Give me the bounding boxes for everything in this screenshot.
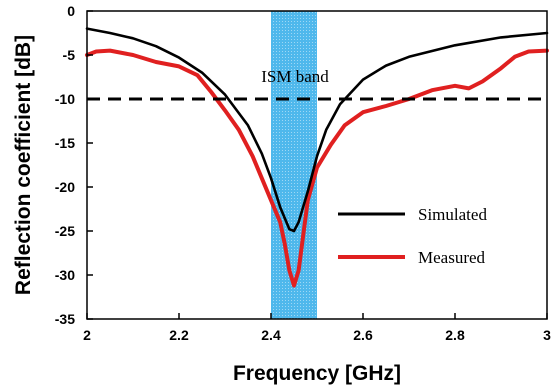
legend-label-simulated: Simulated xyxy=(418,205,487,224)
plot-frame xyxy=(86,10,548,320)
y-tick-label: 0 xyxy=(67,3,75,19)
x-tick-label: 2 xyxy=(83,327,91,343)
y-tick-label: -10 xyxy=(55,91,75,107)
y-tick-label: -25 xyxy=(55,223,75,239)
ism-band-region xyxy=(271,11,317,319)
series-line-simulated xyxy=(85,27,549,233)
x-tick-label: 2.2 xyxy=(169,327,189,343)
y-tick-label: -30 xyxy=(55,267,75,283)
ism-band-annotation: ISM band xyxy=(261,67,329,86)
y-tick-label: -20 xyxy=(55,179,75,195)
x-tick-label: 2.8 xyxy=(445,327,465,343)
tick-labels: 2 2.2 2.4 2.6 2.8 3 0 -5 -10 -15 -20 -25 -30 -35 xyxy=(55,3,551,343)
legend: Simulated Measured xyxy=(338,205,487,267)
y-tick-label: -35 xyxy=(55,311,75,327)
x-axis-title: Frequency [GHz] xyxy=(233,362,401,385)
series-lines xyxy=(85,27,549,288)
x-tick-label: 2.6 xyxy=(353,327,373,343)
y-tick-label: -5 xyxy=(63,47,76,63)
y-tick-label: -15 xyxy=(55,135,75,151)
legend-label-measured: Measured xyxy=(418,248,486,267)
ticks xyxy=(86,10,548,320)
y-axis-title: Reflection coefficient [dB] xyxy=(12,35,35,295)
x-tick-label: 3 xyxy=(543,327,551,343)
series-line-measured xyxy=(85,48,549,288)
x-tick-label: 2.4 xyxy=(261,327,281,343)
ism-band-rect xyxy=(271,11,317,319)
